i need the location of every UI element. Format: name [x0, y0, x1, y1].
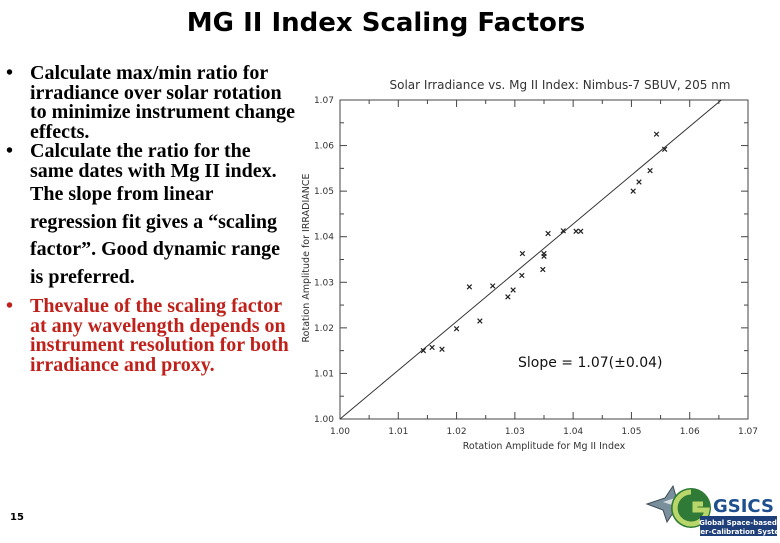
- logo-line-1: Global Space-based: [699, 519, 777, 527]
- slope-annotation: Slope = 1.07(±0.04): [518, 355, 662, 371]
- x-tick-label: 1.03: [505, 427, 525, 437]
- bullet-list: • Calculate max/min ratio for irradiance…: [6, 62, 296, 376]
- x-tick-label: 1.00: [330, 427, 350, 437]
- y-tick-label: 1.05: [314, 187, 334, 197]
- scatter-chart: Solar Irradiance vs. Mg II Index: Nimbus…: [301, 78, 758, 452]
- y-tick-label: 1.03: [314, 278, 334, 288]
- bullet-continuation: The slope from linear regression fit giv…: [30, 183, 280, 288]
- data-point: [661, 146, 668, 152]
- y-tick-label: 1.01: [314, 369, 334, 379]
- bullet-text-2: Calculate the ratio for the same dates w…: [30, 140, 277, 182]
- y-tick-label: 1.00: [314, 415, 334, 425]
- data-point: [420, 347, 427, 354]
- data-point: [466, 284, 473, 290]
- data-point: [519, 250, 526, 257]
- bullet-dot-icon: •: [6, 140, 14, 162]
- data-point: [653, 131, 660, 137]
- slide-title: MG II Index Scaling Factors: [186, 8, 586, 38]
- slide-number: 15: [10, 512, 24, 523]
- bullet-dot-icon: •: [6, 295, 14, 317]
- chart-title: Solar Irradiance vs. Mg II Index: Nimbus…: [390, 78, 731, 92]
- data-point: [540, 266, 546, 273]
- y-tick-label: 1.06: [314, 142, 334, 152]
- bullet-text-1: Calculate max/min ratio for irradiance o…: [30, 62, 295, 143]
- data-point: [636, 179, 642, 185]
- data-point: [510, 287, 516, 293]
- bullet-item-3: • Thevalue of the scaling factor at any …: [6, 295, 296, 376]
- bullet-dot-icon: •: [6, 62, 14, 84]
- data-point: [647, 167, 653, 174]
- x-tick-label: 1.01: [388, 427, 408, 437]
- plot-frame: [339, 99, 749, 420]
- data-point: [439, 346, 445, 353]
- data-point: [573, 228, 579, 234]
- data-point: [429, 344, 435, 351]
- data-point: [477, 318, 483, 324]
- data-point: [453, 326, 460, 332]
- x-tick-label: 1.02: [447, 427, 467, 437]
- x-tick-label: 1.06: [680, 427, 700, 437]
- x-tick-label: 1.04: [563, 427, 583, 437]
- data-point: [541, 250, 547, 257]
- bullet-item-2: • Calculate the ratio for the same dates…: [6, 140, 296, 182]
- data-point: [560, 228, 566, 234]
- data-point: [545, 230, 551, 237]
- bullet-item-1: • Calculate max/min ratio for irradiance…: [6, 62, 296, 143]
- gsics-logo: GSICS Global Space-based Inter-Calibrati…: [645, 482, 780, 543]
- data-point: [489, 283, 496, 289]
- y-axis-label: Rotation Amplitude for IRRADIANCE: [301, 173, 312, 342]
- y-tick-label: 1.07: [314, 96, 334, 106]
- data-point: [630, 188, 636, 194]
- x-tick-label: 1.05: [621, 427, 641, 437]
- logo-line-2: Inter-Calibration System: [689, 528, 777, 536]
- regression-line: [339, 99, 722, 420]
- data-point: [505, 294, 511, 300]
- logo-brand: GSICS: [713, 496, 774, 517]
- x-tick-label: 1.07: [738, 427, 758, 437]
- bullet-text-3: Thevalue of the scaling factor at any wa…: [30, 295, 289, 376]
- data-point: [577, 228, 584, 234]
- y-tick-label: 1.02: [314, 324, 334, 334]
- data-point: [519, 272, 525, 279]
- y-tick-label: 1.04: [314, 233, 334, 243]
- x-axis-label: Rotation Amplitude for Mg II Index: [463, 441, 626, 452]
